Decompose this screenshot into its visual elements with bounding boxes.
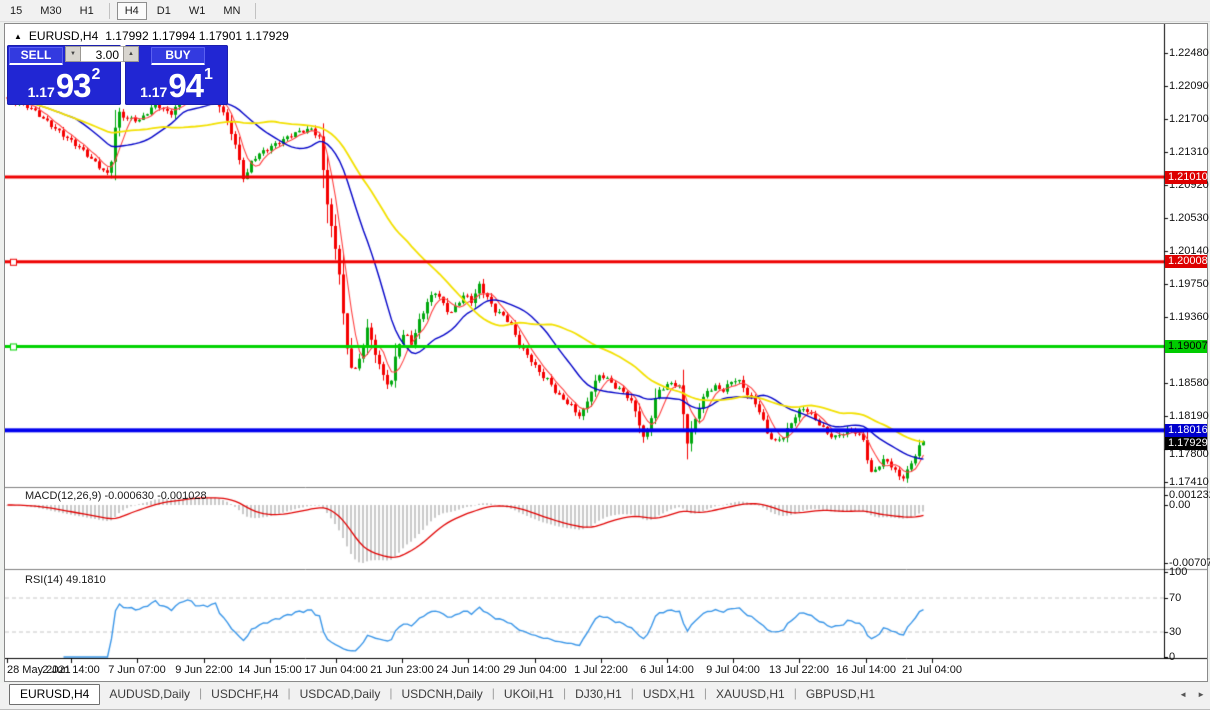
chart-tab-bar: EURUSD,H4 AUDUSD,Daily | USDCHF,H4 | USDCAD,D… xyxy=(0,683,1210,710)
price-chart-canvas[interactable] xyxy=(5,24,1207,681)
time-axis-label: 9 Jul 04:00 xyxy=(706,664,760,676)
level-price-label: 1.18016 xyxy=(1165,424,1208,437)
price-axis-tick: 1.18580 xyxy=(1169,377,1209,389)
tab-separator: | xyxy=(562,686,567,700)
tab-scroll-left-icon[interactable]: ◄ xyxy=(1179,690,1188,699)
time-axis-label: 16 Jul 14:00 xyxy=(836,664,896,676)
tab-xauusd-h1[interactable]: XAUUSD,H1 xyxy=(716,687,785,701)
buy-price-block[interactable]: BUY 1.17 94 1 xyxy=(125,45,228,105)
timeframe-button-w1[interactable]: W1 xyxy=(188,4,206,17)
price-axis-tick: 1.22480 xyxy=(1169,47,1209,59)
time-axis-label: 28 May 2021 xyxy=(7,664,71,676)
toolbar-separator xyxy=(108,2,110,19)
macd-axis-tick: 0.00 xyxy=(1169,499,1191,511)
time-axis-label: 21 Jul 04:00 xyxy=(902,664,962,676)
chart-header: ▲ EURUSD,H4 1.17992 1.17994 1.17901 1.17… xyxy=(14,29,289,43)
time-axis-label: 17 Jun 04:00 xyxy=(304,664,368,676)
sell-price-pips: 93 xyxy=(55,67,92,104)
tab-separator: | xyxy=(491,686,495,700)
macd-axis-tick: 0.001232 xyxy=(1169,489,1210,501)
level-price-label: 1.21010 xyxy=(1165,171,1208,184)
time-axis-label: 21 Jun 23:00 xyxy=(370,664,434,676)
price-axis-tick: 1.19750 xyxy=(1169,278,1209,290)
time-axis-label: 9 Jun 22:00 xyxy=(175,664,233,676)
tab-separator: | xyxy=(703,686,708,700)
price-axis-tick: 1.21700 xyxy=(1169,113,1209,125)
rsi-axis-tick: 30 xyxy=(1169,626,1182,638)
chart-window: ▲ EURUSD,H4 1.17992 1.17994 1.17901 1.17… xyxy=(4,23,1210,682)
tab-dj30-h1[interactable]: DJ30,H1 xyxy=(575,687,622,701)
price-axis-tick: 1.21310 xyxy=(1169,146,1209,158)
collapse-chart-icon[interactable]: ▲ xyxy=(14,31,22,41)
volume-increase-button[interactable]: ▲ xyxy=(123,46,139,62)
tab-separator: | xyxy=(630,686,634,700)
time-axis-label: 1 Jul 22:00 xyxy=(574,664,628,676)
timeframe-toolbar: 15 M30 H1 H4 D1 W1 MN xyxy=(0,0,1210,22)
tab-eurusd-h4[interactable]: EURUSD,H4 xyxy=(9,684,101,705)
time-axis-label: 14 Jun 15:00 xyxy=(238,664,302,676)
chart-ohlc-values: 1.17992 1.17994 1.17901 1.17929 xyxy=(105,29,289,43)
sell-button[interactable]: SELL xyxy=(9,47,63,65)
buy-price-point: 1 xyxy=(204,66,213,83)
timeframe-button-mn[interactable]: MN xyxy=(223,4,241,17)
buy-price-pips: 94 xyxy=(168,67,204,104)
tab-separator: | xyxy=(793,686,797,700)
rsi-axis-tick: 70 xyxy=(1169,592,1182,604)
price-axis-tick: 1.17410 xyxy=(1169,476,1209,488)
toolbar-separator xyxy=(255,2,257,19)
timeframe-button-m30[interactable]: M30 xyxy=(40,4,62,17)
macd-axis-tick: -0.00707 xyxy=(1169,557,1210,569)
time-axis-label: 2 Jun 14:00 xyxy=(42,664,100,676)
tab-separator: | xyxy=(287,686,291,700)
tab-separator: | xyxy=(389,686,393,700)
level-price-label: 1.20008 xyxy=(1165,255,1208,268)
tab-scroll-right-icon[interactable]: ► xyxy=(1197,690,1205,699)
tab-usdcad-daily[interactable]: USDCAD,Daily xyxy=(299,687,381,701)
one-click-trading-panel: SELL 1.17 93 2 BUY 1.17 94 1 ▼ 3.00 ▲ xyxy=(7,45,228,105)
sell-price-display: 1.17 93 2 xyxy=(7,65,121,103)
sell-price-prefix: 1.17 xyxy=(27,84,55,100)
sell-price-point: 2 xyxy=(91,66,101,83)
time-axis-label: 13 Jul 22:00 xyxy=(769,664,829,676)
buy-button[interactable]: BUY xyxy=(151,47,205,65)
tab-ukoil-h1[interactable]: UKOil,H1 xyxy=(503,687,554,701)
timeframe-button-15[interactable]: 15 xyxy=(10,4,23,17)
time-axis-label: 7 Jun 07:00 xyxy=(108,664,166,676)
timeframe-button-h1[interactable]: H1 xyxy=(79,4,94,17)
tab-usdchf-h4[interactable]: USDCHF,H4 xyxy=(211,687,279,701)
time-axis-label: 6 Jul 14:00 xyxy=(640,664,694,676)
price-axis-tick: 1.18190 xyxy=(1169,410,1209,422)
time-axis-label: 29 Jun 04:00 xyxy=(503,664,567,676)
level-price-label: 1.19007 xyxy=(1165,340,1208,353)
price-axis-tick: 1.22090 xyxy=(1169,80,1209,92)
tab-usdx-h1[interactable]: USDX,H1 xyxy=(642,687,695,701)
rsi-indicator-label: RSI(14) 49.1810 xyxy=(25,574,106,586)
tab-gbpusd-h1[interactable]: GBPUSD,H1 xyxy=(805,687,876,701)
price-axis-tick: 1.17800 xyxy=(1169,448,1209,460)
time-axis-label: 24 Jun 14:00 xyxy=(436,664,500,676)
tab-separator: | xyxy=(199,686,203,700)
current-price-label: 1.17929 xyxy=(1165,437,1208,450)
price-axis-tick: 1.20140 xyxy=(1169,245,1209,257)
buy-price-prefix: 1.17 xyxy=(140,84,168,100)
tab-audusd-daily[interactable]: AUDUSD,Daily xyxy=(109,687,191,701)
price-axis-tick: 1.19360 xyxy=(1169,311,1209,323)
macd-indicator-label: MACD(12,26,9) -0.000630 -0.001028 xyxy=(25,490,207,502)
volume-input[interactable]: 3.00 xyxy=(81,46,123,62)
buy-price-display: 1.17 94 1 xyxy=(125,65,228,103)
rsi-axis-tick: 0 xyxy=(1169,651,1176,663)
volume-decrease-button[interactable]: ▼ xyxy=(65,46,81,62)
rsi-axis-tick: 100 xyxy=(1169,566,1188,578)
tab-usdcnh-daily[interactable]: USDCNH,Daily xyxy=(401,687,483,701)
price-axis-tick: 1.20530 xyxy=(1169,212,1209,224)
timeframe-button-h4[interactable]: H4 xyxy=(116,1,147,20)
timeframe-button-d1[interactable]: D1 xyxy=(156,4,171,17)
chart-symbol-label: EURUSD,H4 xyxy=(28,29,99,43)
